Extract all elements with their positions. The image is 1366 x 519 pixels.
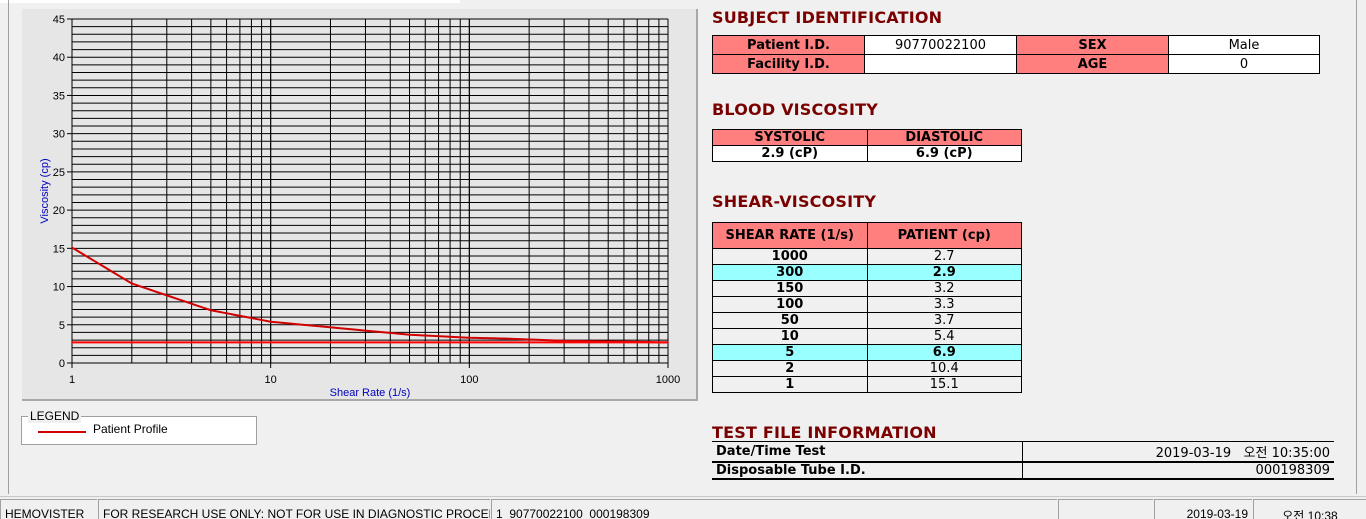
status-notice: FOR RESEARCH USE ONLY: NOT FOR USE IN DI… <box>98 499 490 519</box>
shear-rate-cell: 5 <box>712 344 868 361</box>
patient-value-cell: 3.7 <box>866 312 1022 329</box>
x-tick-label: 1000 <box>656 374 680 386</box>
legend-title: LEGEND <box>28 409 82 423</box>
blood-table: SYSTOLIC DIASTOLIC 2.9 (cP) 6.9 (cP) <box>712 129 1022 162</box>
shear-row: 300 2.9 <box>712 264 1022 281</box>
y-tick-label: 20 <box>53 205 65 217</box>
systolic-value: 2.9 (cP) <box>712 145 868 162</box>
patient-value-cell: 15.1 <box>866 376 1022 393</box>
y-tick-label: 0 <box>59 358 65 370</box>
viscosity-chart: 0 5 10 15 20 25 30 35 40 45 1 10 100 1000 Shear Rate (… <box>22 9 698 401</box>
shear-row: 150 3.2 <box>712 280 1022 297</box>
facility-label: Facility I.D. <box>712 54 865 74</box>
top-strip <box>0 0 460 3</box>
y-tick-label: 30 <box>53 129 65 141</box>
diastolic-label: DIASTOLIC <box>866 129 1022 146</box>
patient-value-cell: 5.4 <box>866 328 1022 345</box>
status-record: 1 90770022100 000198309 <box>491 499 1057 519</box>
legend-label: Patient Profile <box>93 422 168 436</box>
x-tick-label: 1 <box>69 374 75 386</box>
patient-id-label: Patient I.D. <box>712 35 865 55</box>
y-tick-label: 40 <box>53 52 65 64</box>
window-border <box>8 0 9 494</box>
patient-value-cell: 2.7 <box>866 248 1022 265</box>
shear-row: 5 6.9 <box>712 344 1022 361</box>
legend-line-swatch <box>38 431 86 433</box>
blood-title: BLOOD VISCOSITY <box>712 100 879 119</box>
shear-rate-cell: 2 <box>712 360 868 377</box>
diastolic-value: 6.9 (cP) <box>866 145 1022 162</box>
facility-value <box>864 54 1017 74</box>
data-point <box>408 333 411 336</box>
shear-rate-cell: 1000 <box>712 248 868 265</box>
subject-table: Patient I.D. 90770022100 SEX Male Facili… <box>712 35 1320 74</box>
status-bar: HEMOVISTER FOR RESEARCH USE ONLY: NOT FO… <box>0 496 1366 519</box>
shear-rate-cell: 50 <box>712 312 868 329</box>
shear-rate-cell: 300 <box>712 264 868 281</box>
y-tick-label: 10 <box>53 282 65 294</box>
shear-row: 1 15.1 <box>712 376 1022 393</box>
shear-rate-cell: 150 <box>712 280 868 297</box>
subject-title: SUBJECT IDENTIFICATION <box>712 8 943 27</box>
patient-value-cell: 3.2 <box>866 280 1022 297</box>
patient-value-cell: 2.9 <box>866 264 1022 281</box>
shear-rate-cell: 100 <box>712 296 868 313</box>
patient-id-value: 90770022100 <box>864 35 1017 55</box>
systolic-label: SYSTOLIC <box>712 129 868 146</box>
status-blank <box>1058 499 1153 519</box>
datetime-label: Date/Time Test <box>712 441 1022 463</box>
testfile-title: TEST FILE INFORMATION <box>712 423 937 442</box>
data-point <box>503 337 506 340</box>
age-value: 0 <box>1168 54 1320 74</box>
patient-value-cell: 6.9 <box>866 344 1022 361</box>
shear-rate-cell: 1 <box>712 376 868 393</box>
status-app: HEMOVISTER <box>0 499 97 519</box>
status-date: 2019-03-19 <box>1154 499 1252 519</box>
patient-value-cell: 3.3 <box>866 296 1022 313</box>
shear-row: 50 3.7 <box>712 312 1022 329</box>
series-patient-profile <box>71 246 669 344</box>
y-axis-label: Viscosity (cp) <box>39 158 51 223</box>
tube-label: Disposable Tube I.D. <box>712 462 1022 480</box>
shear-title: SHEAR-VISCOSITY <box>712 192 877 211</box>
x-tick-label: 100 <box>460 374 478 386</box>
shear-rate-header: SHEAR RATE (1/s) <box>712 222 868 249</box>
shear-row: 1000 2.7 <box>712 248 1022 265</box>
shear-row: 2 10.4 <box>712 360 1022 377</box>
sex-label: SEX <box>1016 35 1169 55</box>
y-tick-label: 25 <box>53 167 65 179</box>
datetime-value: 2019-03-19 오전 10:35:00 <box>1021 441 1334 463</box>
testfile-table: Date/Time Test 2019-03-19 오전 10:35:00 Di… <box>712 441 1334 480</box>
window-border <box>1356 0 1357 494</box>
age-label: AGE <box>1016 54 1169 74</box>
shear-rate-cell: 10 <box>712 328 868 345</box>
y-tick-label: 5 <box>59 320 65 332</box>
y-tick-label: 15 <box>53 243 65 255</box>
data-point <box>131 282 133 285</box>
data-point <box>468 336 471 339</box>
data-point <box>269 320 272 323</box>
legend-box: LEGEND Patient Profile <box>21 409 257 445</box>
y-tick-label: 45 <box>53 14 65 26</box>
sex-value: Male <box>1168 35 1320 55</box>
data-point <box>210 309 212 312</box>
x-tick-label: 10 <box>265 374 277 386</box>
y-tick-label: 35 <box>53 90 65 102</box>
patient-value-cell: 10.4 <box>866 360 1022 377</box>
x-axis-label: Shear Rate (1/s) <box>330 387 411 399</box>
patient-header: PATIENT (cp) <box>866 222 1022 249</box>
shear-table: SHEAR RATE (1/s) PATIENT (cp) 1000 2.7 300… <box>712 222 1022 393</box>
shear-row: 10 5.4 <box>712 328 1022 345</box>
data-point <box>563 340 565 342</box>
status-time: 오전 10:38 <box>1253 499 1366 519</box>
chart-svg: 0 5 10 15 20 25 30 35 40 45 1 10 100 1000 Shear Rate (… <box>39 14 680 399</box>
data-point <box>71 246 73 249</box>
shear-row: 100 3.3 <box>712 296 1022 313</box>
tube-value: 000198309 <box>1021 462 1334 480</box>
